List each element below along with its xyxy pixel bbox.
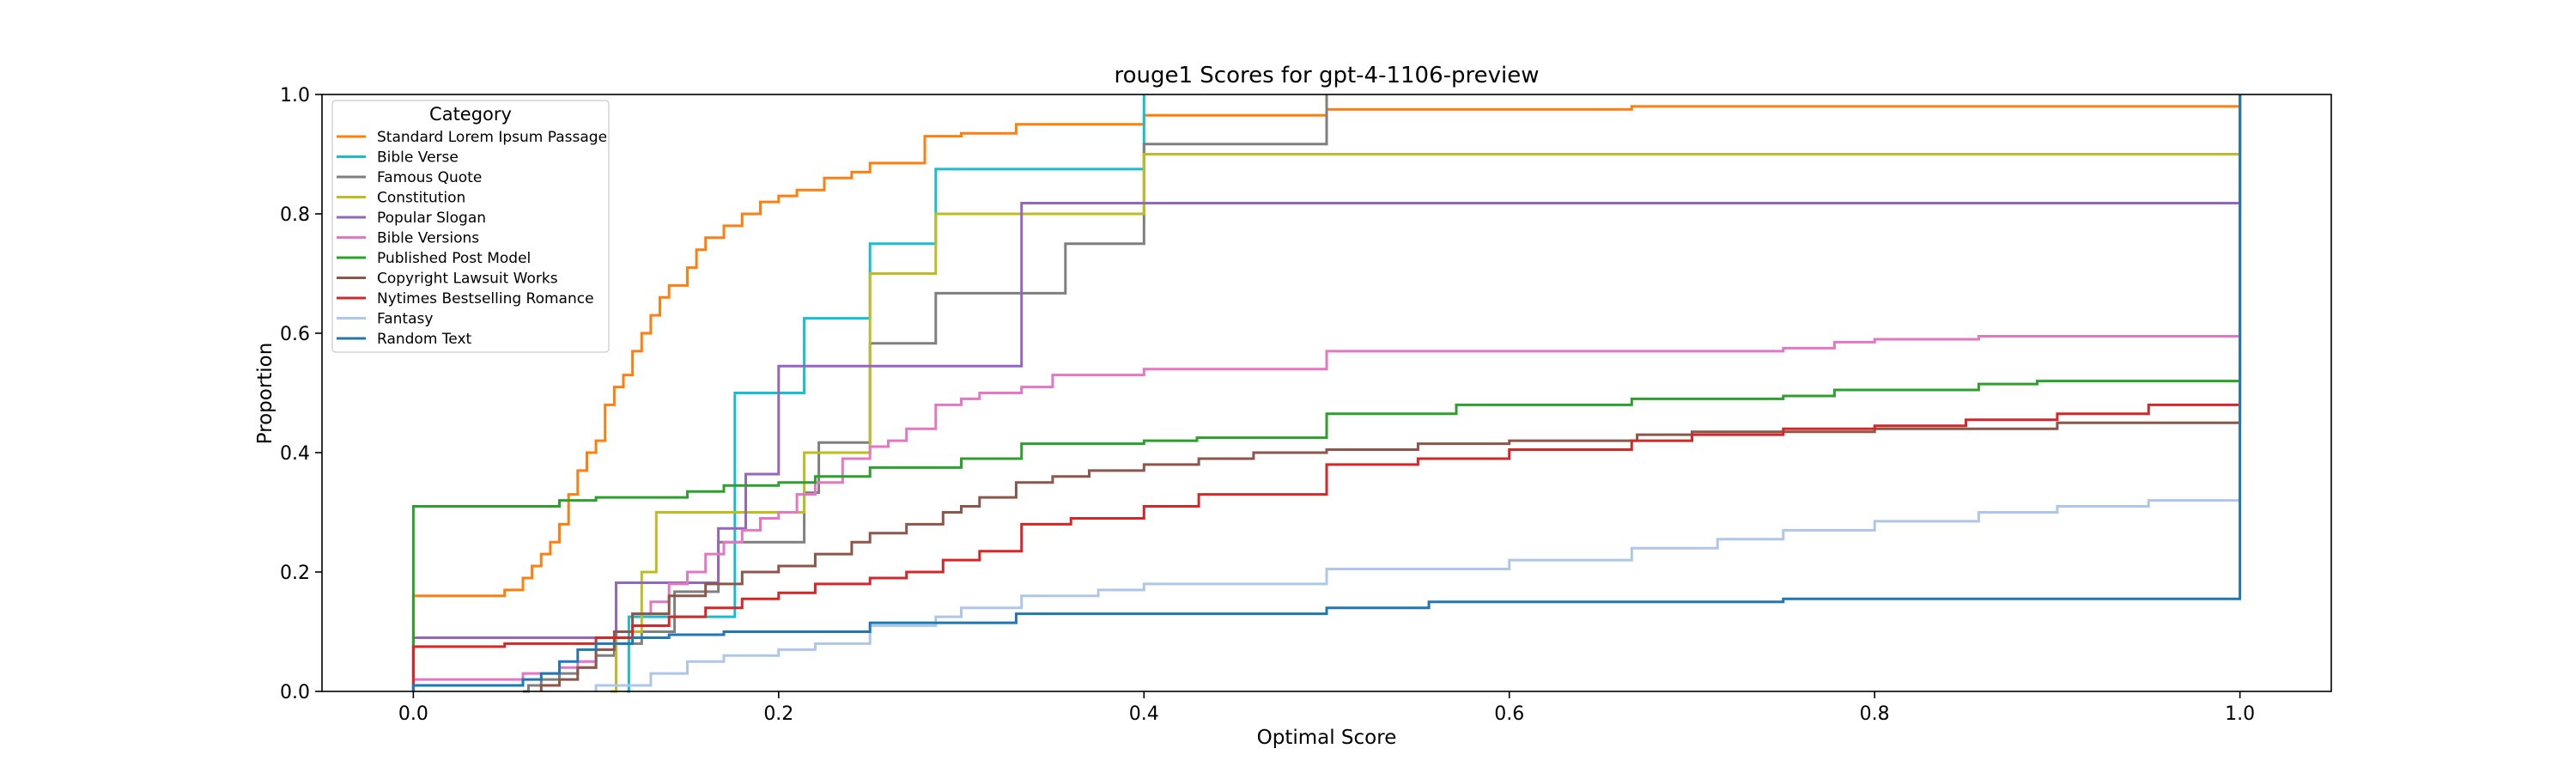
series-line-9 bbox=[594, 94, 2242, 691]
legend-entries: Standard Lorem Ipsum Passage Bible Verse F… bbox=[337, 129, 607, 348]
x-tick-label: 0.6 bbox=[1494, 703, 1524, 725]
legend-label: Constitution bbox=[377, 190, 465, 207]
series-line-10 bbox=[411, 94, 2242, 691]
y-tick-label: 1.0 bbox=[280, 85, 310, 107]
series-line-2 bbox=[523, 94, 1328, 693]
legend-label: Standard Lorem Ipsum Passage bbox=[377, 129, 607, 146]
series-line-4 bbox=[411, 94, 2242, 691]
series-line-6 bbox=[411, 94, 2242, 691]
series-line-0 bbox=[411, 94, 2242, 691]
legend-label: Nytimes Bestselling Romance bbox=[377, 290, 594, 307]
legend-label: Famous Quote bbox=[377, 169, 482, 186]
legend-label: Random Text bbox=[377, 331, 472, 348]
y-tick-label: 0.4 bbox=[280, 443, 310, 465]
chart-title: rouge1 Scores for gpt-4-1106-preview bbox=[1114, 63, 1539, 88]
series-line-1 bbox=[627, 94, 1145, 693]
x-tick-label: 0.8 bbox=[1860, 703, 1890, 725]
legend-title: Category bbox=[429, 104, 512, 125]
y-axis-ticks: 0.0 0.2 0.4 0.6 0.8 1.0 bbox=[280, 85, 322, 703]
x-axis-ticks: 0.0 0.2 0.4 0.6 0.8 1.0 bbox=[398, 691, 2255, 725]
legend-label: Copyright Lawsuit Works bbox=[377, 271, 558, 288]
legend-box bbox=[331, 100, 610, 353]
y-tick-label: 0.0 bbox=[280, 682, 310, 703]
y-tick-label: 0.8 bbox=[280, 204, 310, 226]
plot-lines bbox=[411, 94, 2242, 693]
series-line-8 bbox=[411, 94, 2242, 691]
x-axis-label: Optimal Score bbox=[1257, 727, 1397, 749]
x-tick-label: 0.4 bbox=[1129, 703, 1159, 725]
legend-label: Bible Versions bbox=[377, 230, 479, 247]
legend-label: Popular Slogan bbox=[377, 210, 486, 227]
x-tick-label: 1.0 bbox=[2225, 703, 2255, 725]
legend-label: Published Post Model bbox=[377, 250, 531, 267]
legend: Category Standard Lorem Ipsum Passage Bib… bbox=[331, 100, 610, 353]
y-axis-label: Proportion bbox=[254, 343, 276, 445]
x-tick-label: 0.2 bbox=[763, 703, 793, 725]
x-tick-label: 0.0 bbox=[398, 703, 428, 725]
y-tick-label: 0.6 bbox=[280, 324, 310, 345]
plot-frame bbox=[321, 94, 2332, 692]
y-tick-label: 0.2 bbox=[280, 563, 310, 584]
legend-label: Bible Verse bbox=[377, 149, 459, 167]
legend-label: Fantasy bbox=[377, 311, 433, 328]
